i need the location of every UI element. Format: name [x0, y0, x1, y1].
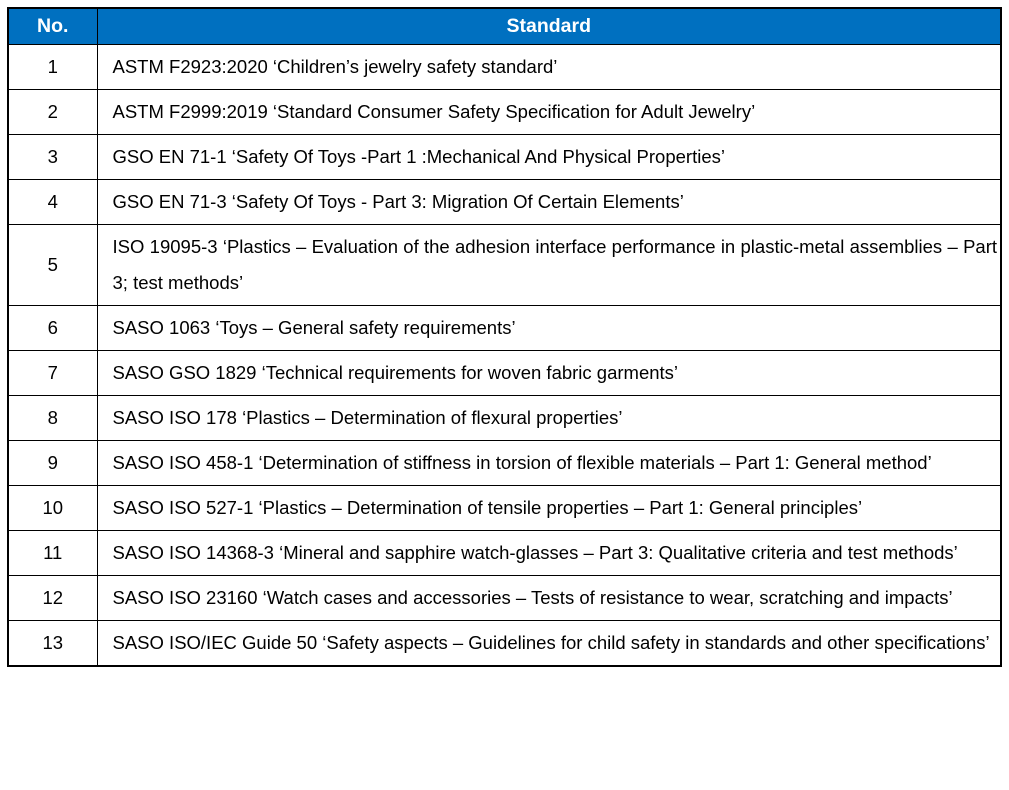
table-row: 8 SASO ISO 178 ‘Plastics – Determination… [7, 395, 1002, 441]
standard-column-header: Standard [96, 7, 1002, 45]
standard-cell: SASO ISO/IEC Guide 50 ‘Safety aspects – … [96, 620, 1002, 667]
standard-cell: ISO 19095-3 ‘Plastics – Evaluation of th… [96, 224, 1002, 306]
standard-cell: SASO GSO 1829 ‘Technical requirements fo… [96, 350, 1002, 396]
table-row: 4 GSO EN 71-3 ‘Safety Of Toys - Part 3: … [7, 179, 1002, 225]
standard-cell: ASTM F2999:2019 ‘Standard Consumer Safet… [96, 89, 1002, 135]
standard-cell: SASO ISO 458-1 ‘Determination of stiffne… [96, 440, 1002, 486]
row-number-cell: 2 [7, 89, 98, 135]
table-row: 13 SASO ISO/IEC Guide 50 ‘Safety aspects… [7, 620, 1002, 667]
table-row: 9 SASO ISO 458-1 ‘Determination of stiff… [7, 440, 1002, 486]
row-number-cell: 11 [7, 530, 98, 576]
row-number-cell: 8 [7, 395, 98, 441]
table-row: 2 ASTM F2999:2019 ‘Standard Consumer Saf… [7, 89, 1002, 135]
table-row: 1 ASTM F2923:2020 ‘Children’s jewelry sa… [7, 44, 1002, 90]
row-number-cell: 1 [7, 44, 98, 90]
standard-cell: SASO 1063 ‘Toys – General safety require… [96, 305, 1002, 351]
table-row: 7 SASO GSO 1829 ‘Technical requirements … [7, 350, 1002, 396]
standard-cell: SASO ISO 23160 ‘Watch cases and accessor… [96, 575, 1002, 621]
row-number-cell: 3 [7, 134, 98, 180]
table-row: 12 SASO ISO 23160 ‘Watch cases and acces… [7, 575, 1002, 621]
table-row: 3 GSO EN 71-1 ‘Safety Of Toys -Part 1 :M… [7, 134, 1002, 180]
standard-cell: GSO EN 71-3 ‘Safety Of Toys - Part 3: Mi… [96, 179, 1002, 225]
row-number-cell: 7 [7, 350, 98, 396]
table-row: 11 SASO ISO 14368-3 ‘Mineral and sapphir… [7, 530, 1002, 576]
row-number-cell: 4 [7, 179, 98, 225]
standard-cell: GSO EN 71-1 ‘Safety Of Toys -Part 1 :Mec… [96, 134, 1002, 180]
standard-cell: SASO ISO 178 ‘Plastics – Determination o… [96, 395, 1002, 441]
standard-cell: SASO ISO 527-1 ‘Plastics – Determination… [96, 485, 1002, 531]
row-number-cell: 10 [7, 485, 98, 531]
row-number-cell: 9 [7, 440, 98, 486]
table-row: 6 SASO 1063 ‘Toys – General safety requi… [7, 305, 1002, 351]
table-row: 10 SASO ISO 527-1 ‘Plastics – Determinat… [7, 485, 1002, 531]
row-number-cell: 5 [7, 224, 98, 306]
standard-cell: SASO ISO 14368-3 ‘Mineral and sapphire w… [96, 530, 1002, 576]
row-number-cell: 13 [7, 620, 98, 667]
standard-cell: ASTM F2923:2020 ‘Children’s jewelry safe… [96, 44, 1002, 90]
no-column-header: No. [7, 7, 98, 45]
row-number-cell: 12 [7, 575, 98, 621]
header-row: No. Standard [7, 7, 1002, 45]
table-row: 5 ISO 19095-3 ‘Plastics – Evaluation of … [7, 224, 1002, 306]
row-number-cell: 6 [7, 305, 98, 351]
standards-table: No. Standard 1 ASTM F2923:2020 ‘Children… [7, 7, 1002, 667]
